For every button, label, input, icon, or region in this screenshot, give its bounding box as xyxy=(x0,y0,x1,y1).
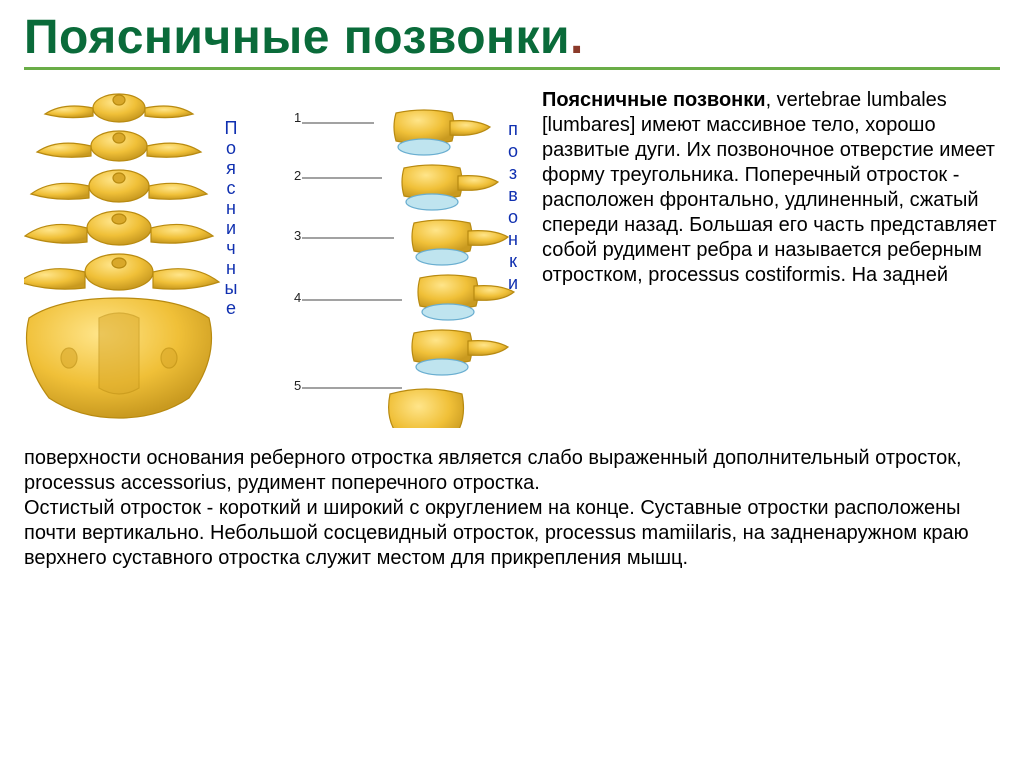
vert-number-5: 5 xyxy=(294,378,301,393)
vert-number-2: 2 xyxy=(294,168,301,183)
para-rest: , vertebrae lumbales [lumbares] имеют ма… xyxy=(542,89,997,286)
page-title: Поясничные позвонки. xyxy=(24,10,1000,65)
anatomy-figure: Поясничные позвонки 1 2 3 4 5 xyxy=(24,88,524,428)
title-dot: . xyxy=(570,11,584,64)
bottom-paragraph: поверхности основания реберного отростка… xyxy=(24,446,1000,571)
spine-svg xyxy=(24,88,524,428)
top-paragraph: Поясничные позвонки, vertebrae lumbales … xyxy=(542,88,1000,428)
vert-number-1: 1 xyxy=(294,110,301,125)
vert-number-4: 4 xyxy=(294,290,301,305)
anterior-column-group xyxy=(24,94,219,418)
vert-number-3: 3 xyxy=(294,228,301,243)
title-text: Поясничные позвонки xyxy=(24,11,570,64)
lateral-column-group xyxy=(389,110,514,428)
title-rule: Поясничные позвонки. xyxy=(24,10,1000,70)
para-bold-lead: Поясничные позвонки xyxy=(542,89,766,111)
vertical-label-left: Поясничные xyxy=(224,118,238,318)
vertical-label-right: позвонки xyxy=(506,118,520,294)
